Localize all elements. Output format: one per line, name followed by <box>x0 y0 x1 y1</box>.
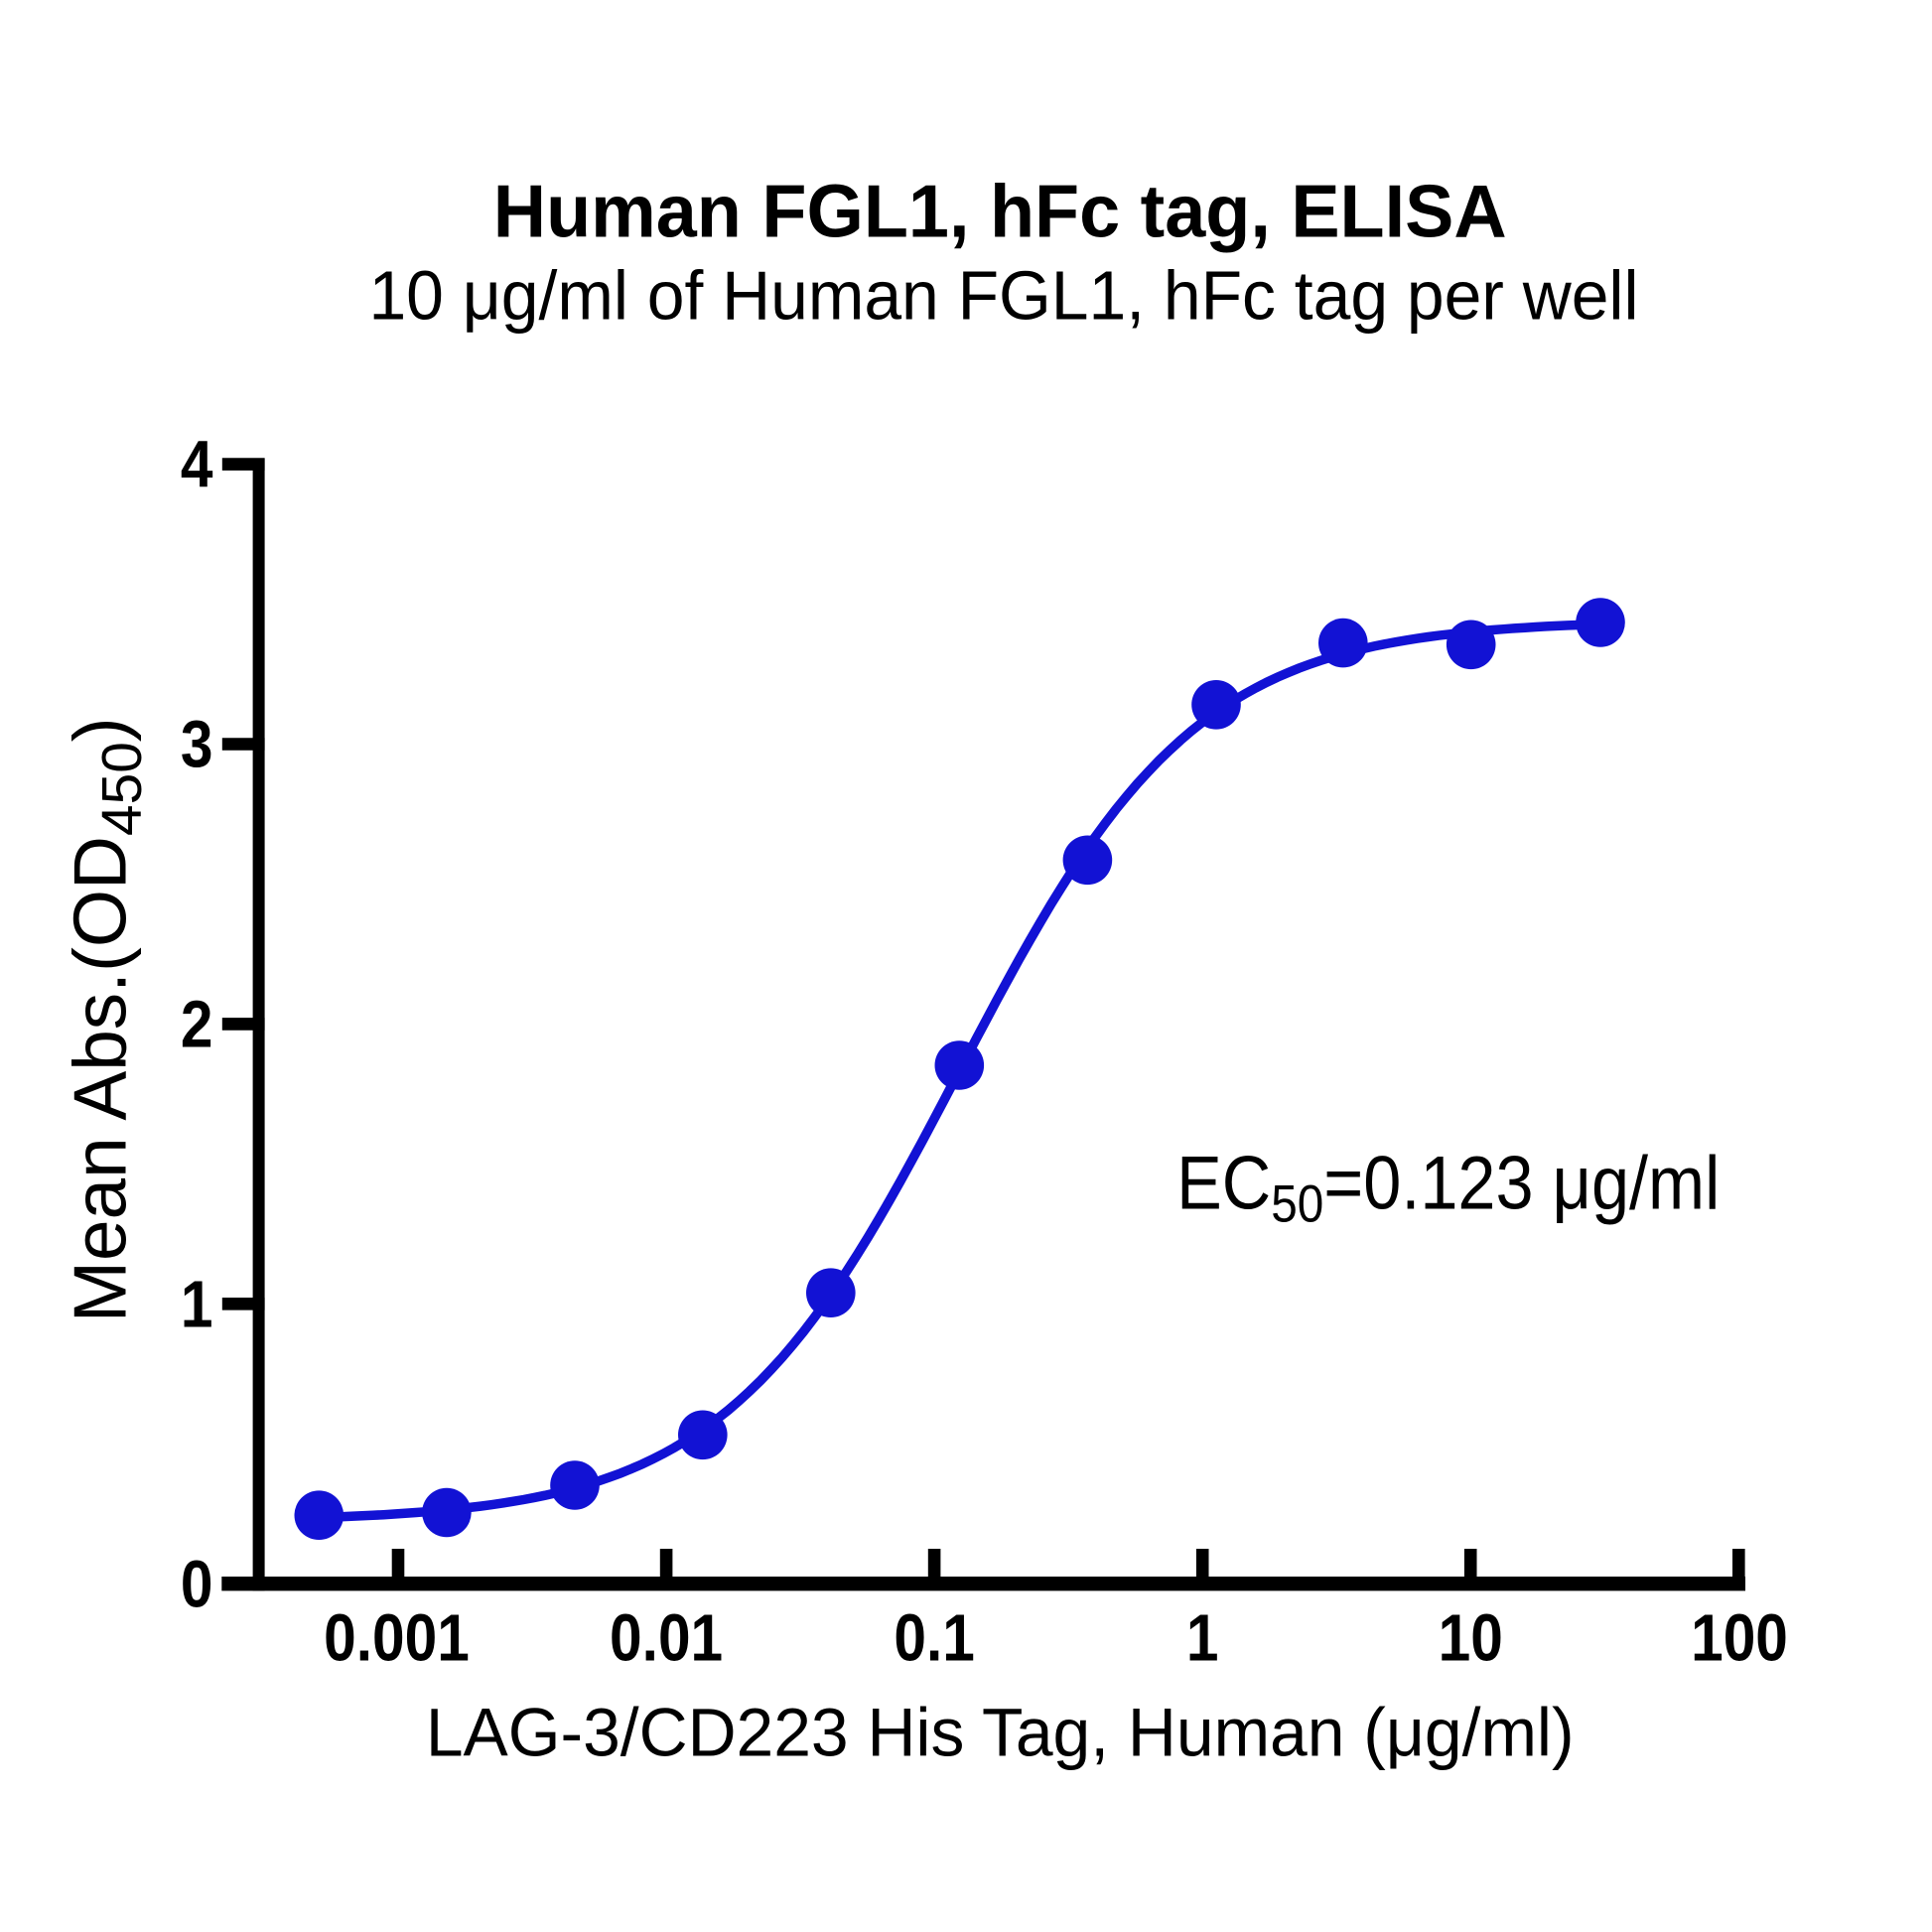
svg-text:EC50=0.123 μg/ml: EC50=0.123 μg/ml <box>1176 1142 1720 1233</box>
svg-text:0.001: 0.001 <box>324 1601 470 1676</box>
svg-text:Mean Abs.(OD450): Mean Abs.(OD450) <box>58 717 154 1322</box>
svg-text:0: 0 <box>181 1548 213 1622</box>
svg-text:1: 1 <box>1186 1601 1219 1676</box>
svg-text:2: 2 <box>181 988 213 1062</box>
svg-text:Human FGL1, hFc tag, ELISA: Human FGL1, hFc tag, ELISA <box>493 170 1507 253</box>
svg-text:1: 1 <box>181 1268 213 1342</box>
svg-text:10: 10 <box>1439 1601 1503 1676</box>
svg-text:0.1: 0.1 <box>894 1601 974 1676</box>
svg-text:4: 4 <box>181 428 213 502</box>
svg-text:100: 100 <box>1691 1601 1788 1676</box>
svg-text:LAG-3/CD223 His Tag, Human (μg: LAG-3/CD223 His Tag, Human (μg/ml) <box>426 1695 1575 1771</box>
svg-text:10 μg/ml of Human FGL1, hFc ta: 10 μg/ml of Human FGL1, hFc tag per well <box>368 256 1638 334</box>
svg-text:0.01: 0.01 <box>610 1601 723 1676</box>
svg-text:3: 3 <box>181 708 213 782</box>
